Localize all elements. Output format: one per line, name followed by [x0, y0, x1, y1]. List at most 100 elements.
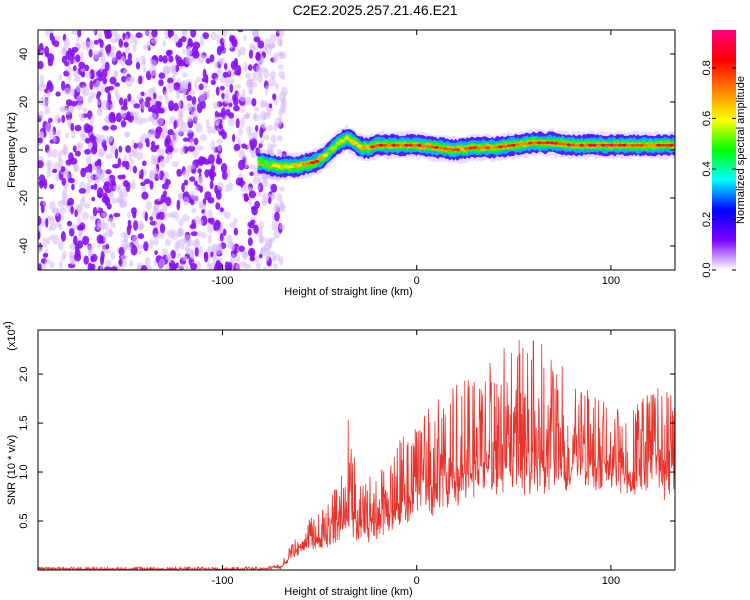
noise-point: [70, 100, 78, 107]
noise-point: [268, 196, 272, 205]
y-tick-label: -20: [18, 190, 30, 206]
noise-point: [101, 68, 108, 78]
noise-point: [198, 200, 204, 209]
noise-point: [247, 237, 253, 247]
noise-point: [177, 110, 184, 121]
tone-peak: [374, 144, 380, 148]
tone-peak: [404, 143, 410, 147]
noise-point: [49, 201, 56, 211]
noise-point: [158, 79, 164, 87]
tone-peak: [506, 144, 512, 148]
tone-peak: [339, 139, 346, 143]
noise-point: [87, 262, 93, 270]
noise-point: [263, 134, 270, 141]
noise-point: [263, 266, 267, 270]
noise-point: [172, 134, 178, 143]
noise-point: [173, 120, 177, 130]
noise-point: [161, 131, 168, 139]
noise-point: [197, 219, 204, 225]
noise-point: [57, 240, 64, 251]
noise-point: [250, 150, 257, 159]
noise-point: [99, 39, 104, 48]
noise-point: [266, 125, 273, 132]
noise-point: [179, 147, 186, 155]
noise-point: [258, 253, 263, 259]
noise-point: [270, 183, 278, 193]
noise-point: [135, 57, 140, 64]
noise-point: [253, 106, 260, 112]
noise-point: [156, 144, 160, 150]
noise-point: [131, 235, 139, 246]
noise-point: [63, 197, 68, 207]
noise-point: [71, 46, 79, 53]
noise-point: [44, 259, 51, 265]
noise-point: [120, 109, 127, 118]
noise-point: [140, 117, 148, 124]
page-title: C2E2.2025.257.21.46.E21: [292, 2, 458, 18]
noise-point: [121, 160, 128, 168]
noise-point: [105, 45, 112, 53]
tone-peak: [523, 142, 529, 146]
noise-point: [182, 214, 190, 222]
noise-point: [127, 52, 133, 61]
noise-point: [116, 50, 122, 60]
noise-point: [231, 38, 238, 48]
noise-point: [226, 234, 233, 244]
tone-peak: [570, 143, 576, 147]
noise-point: [66, 201, 72, 206]
noise-point: [88, 40, 95, 49]
noise-point: [265, 255, 270, 262]
noise-point: [82, 235, 90, 246]
noise-point: [244, 96, 252, 106]
noise-point: [132, 165, 137, 174]
noise-point: [219, 57, 224, 67]
noise-point: [47, 89, 51, 100]
y-tick-label: 20: [18, 96, 30, 108]
tone-peaks: [258, 136, 675, 169]
noise-point: [243, 185, 251, 192]
noise-point: [164, 238, 171, 247]
noise-point: [86, 155, 92, 166]
noise-point: [80, 115, 85, 122]
noise-point: [58, 74, 63, 81]
noise-point: [95, 173, 101, 184]
x-tick-label: 100: [602, 275, 620, 287]
noise-point: [68, 227, 75, 237]
x-tick-label: -100: [211, 575, 233, 587]
noise-point: [108, 228, 113, 237]
noise-point: [226, 98, 234, 104]
noise-point: [121, 75, 127, 83]
noise-point: [143, 66, 147, 73]
noise-point: [114, 88, 119, 99]
noise-point: [259, 127, 263, 139]
noise-point: [233, 227, 239, 236]
noise-point: [66, 74, 72, 83]
noise-point: [207, 234, 212, 244]
noise-point: [258, 220, 264, 230]
noise-point: [133, 220, 138, 231]
noise-point: [229, 77, 235, 84]
noise-point: [45, 217, 49, 228]
noise-point: [222, 228, 227, 236]
noise-point: [89, 116, 94, 127]
noise-point: [38, 60, 44, 70]
noise-point: [147, 88, 155, 97]
noise-point: [71, 223, 77, 231]
noise-point: [62, 250, 67, 259]
noise-point: [157, 197, 161, 202]
noise-point: [71, 30, 79, 35]
noise-point: [110, 266, 118, 270]
noise-point: [149, 180, 154, 190]
noise-point: [212, 101, 220, 110]
noise-point: [73, 235, 78, 246]
noise-point: [64, 61, 69, 67]
noise-point: [133, 103, 141, 109]
noise-point: [243, 263, 251, 269]
noise-point: [118, 38, 124, 48]
y-tick-label: 40: [18, 48, 30, 60]
noise-point: [198, 178, 203, 184]
noise-point: [262, 112, 267, 121]
noise-point: [80, 167, 87, 178]
tone-peak: [502, 144, 508, 148]
noise-point: [233, 104, 240, 112]
